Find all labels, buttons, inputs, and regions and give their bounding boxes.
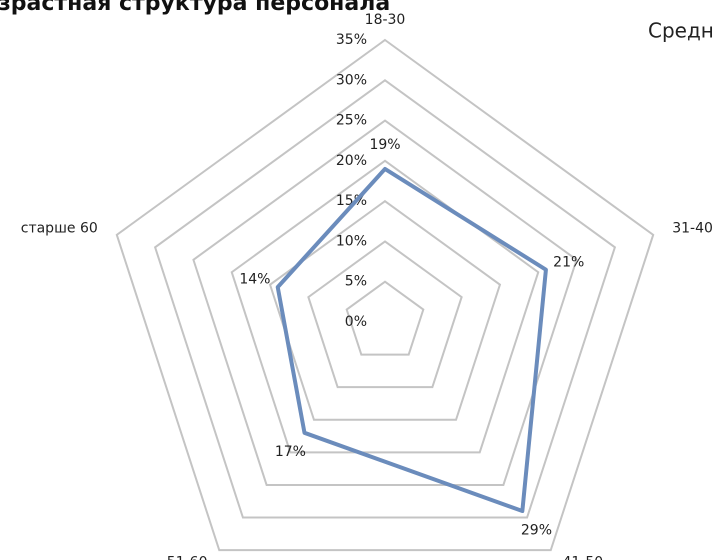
value-label: 17% bbox=[275, 444, 306, 460]
grid-ring bbox=[153, 79, 617, 519]
grid-ring bbox=[192, 119, 578, 486]
category-label: 18-30 bbox=[365, 12, 406, 28]
y-tick-label: 5% bbox=[345, 274, 367, 290]
category-label: 31-40 bbox=[672, 221, 713, 237]
category-label: 41-50 bbox=[563, 554, 604, 560]
y-tick-label: 35% bbox=[336, 32, 367, 48]
category-label: старше 60 bbox=[21, 221, 98, 237]
chart-title: зрастная структура персонала bbox=[0, 0, 390, 16]
value-label: 14% bbox=[239, 272, 270, 288]
grid-ring bbox=[268, 199, 502, 421]
y-tick-label: 0% bbox=[345, 314, 367, 330]
grid-ring bbox=[307, 240, 463, 389]
y-tick-label: 10% bbox=[336, 233, 367, 249]
grid-ring bbox=[345, 280, 425, 356]
value-label: 21% bbox=[553, 254, 584, 270]
y-tick-label: 25% bbox=[336, 113, 367, 129]
value-label: 19% bbox=[369, 137, 400, 153]
y-tick-label: 20% bbox=[336, 153, 367, 169]
category-label: 51-60 bbox=[167, 554, 208, 560]
grid-ring bbox=[115, 38, 655, 552]
value-label: 29% bbox=[521, 522, 552, 538]
data-line bbox=[275, 166, 548, 514]
y-tick-label: 30% bbox=[336, 72, 367, 88]
grid-ring bbox=[230, 159, 540, 454]
annotation: Средн bbox=[648, 19, 714, 43]
